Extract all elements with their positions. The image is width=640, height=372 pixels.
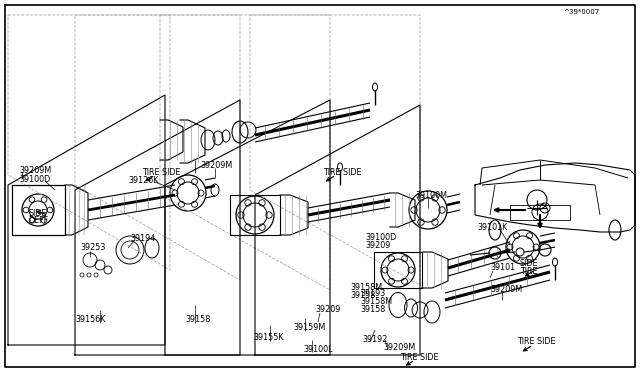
- Text: 39158M: 39158M: [350, 282, 382, 292]
- Text: 39156K: 39156K: [75, 315, 106, 324]
- Text: 39253: 39253: [80, 244, 106, 253]
- Text: 39159M: 39159M: [293, 324, 325, 333]
- Text: 39192: 39192: [362, 336, 387, 344]
- Text: DEFF: DEFF: [28, 215, 48, 224]
- Text: 39209: 39209: [315, 305, 340, 314]
- Text: 39100M: 39100M: [415, 190, 447, 199]
- Text: 39101K: 39101K: [477, 222, 508, 231]
- Text: TIRE SIDE: TIRE SIDE: [323, 167, 362, 176]
- Text: 39126K: 39126K: [128, 176, 158, 185]
- Text: TIRE SIDE: TIRE SIDE: [142, 167, 180, 176]
- Text: 39155K: 39155K: [253, 334, 284, 343]
- Text: SIDE: SIDE: [520, 260, 538, 269]
- Text: 39158: 39158: [360, 305, 385, 314]
- Text: TIRE: TIRE: [520, 267, 538, 276]
- Text: 39209M: 39209M: [490, 285, 522, 295]
- Text: 39101: 39101: [490, 263, 515, 273]
- Text: 39209: 39209: [365, 241, 390, 250]
- Text: TIRE SIDE: TIRE SIDE: [517, 337, 556, 346]
- Text: 39158: 39158: [185, 315, 211, 324]
- Text: 39158: 39158: [350, 291, 375, 299]
- Text: 39100D: 39100D: [19, 174, 51, 183]
- Text: SIDE: SIDE: [28, 208, 47, 218]
- Text: 39209M: 39209M: [19, 166, 51, 174]
- Text: 39100L: 39100L: [303, 346, 333, 355]
- Text: ^39*0007: ^39*0007: [564, 9, 600, 15]
- Text: 39194: 39194: [130, 234, 156, 243]
- Text: TIRE SIDE: TIRE SIDE: [400, 353, 438, 362]
- Text: 39193: 39193: [360, 289, 385, 298]
- Text: 39209M: 39209M: [200, 160, 232, 170]
- Text: 39158M: 39158M: [360, 298, 392, 307]
- Text: 39100D: 39100D: [365, 232, 396, 241]
- Text: 39209M: 39209M: [383, 343, 415, 353]
